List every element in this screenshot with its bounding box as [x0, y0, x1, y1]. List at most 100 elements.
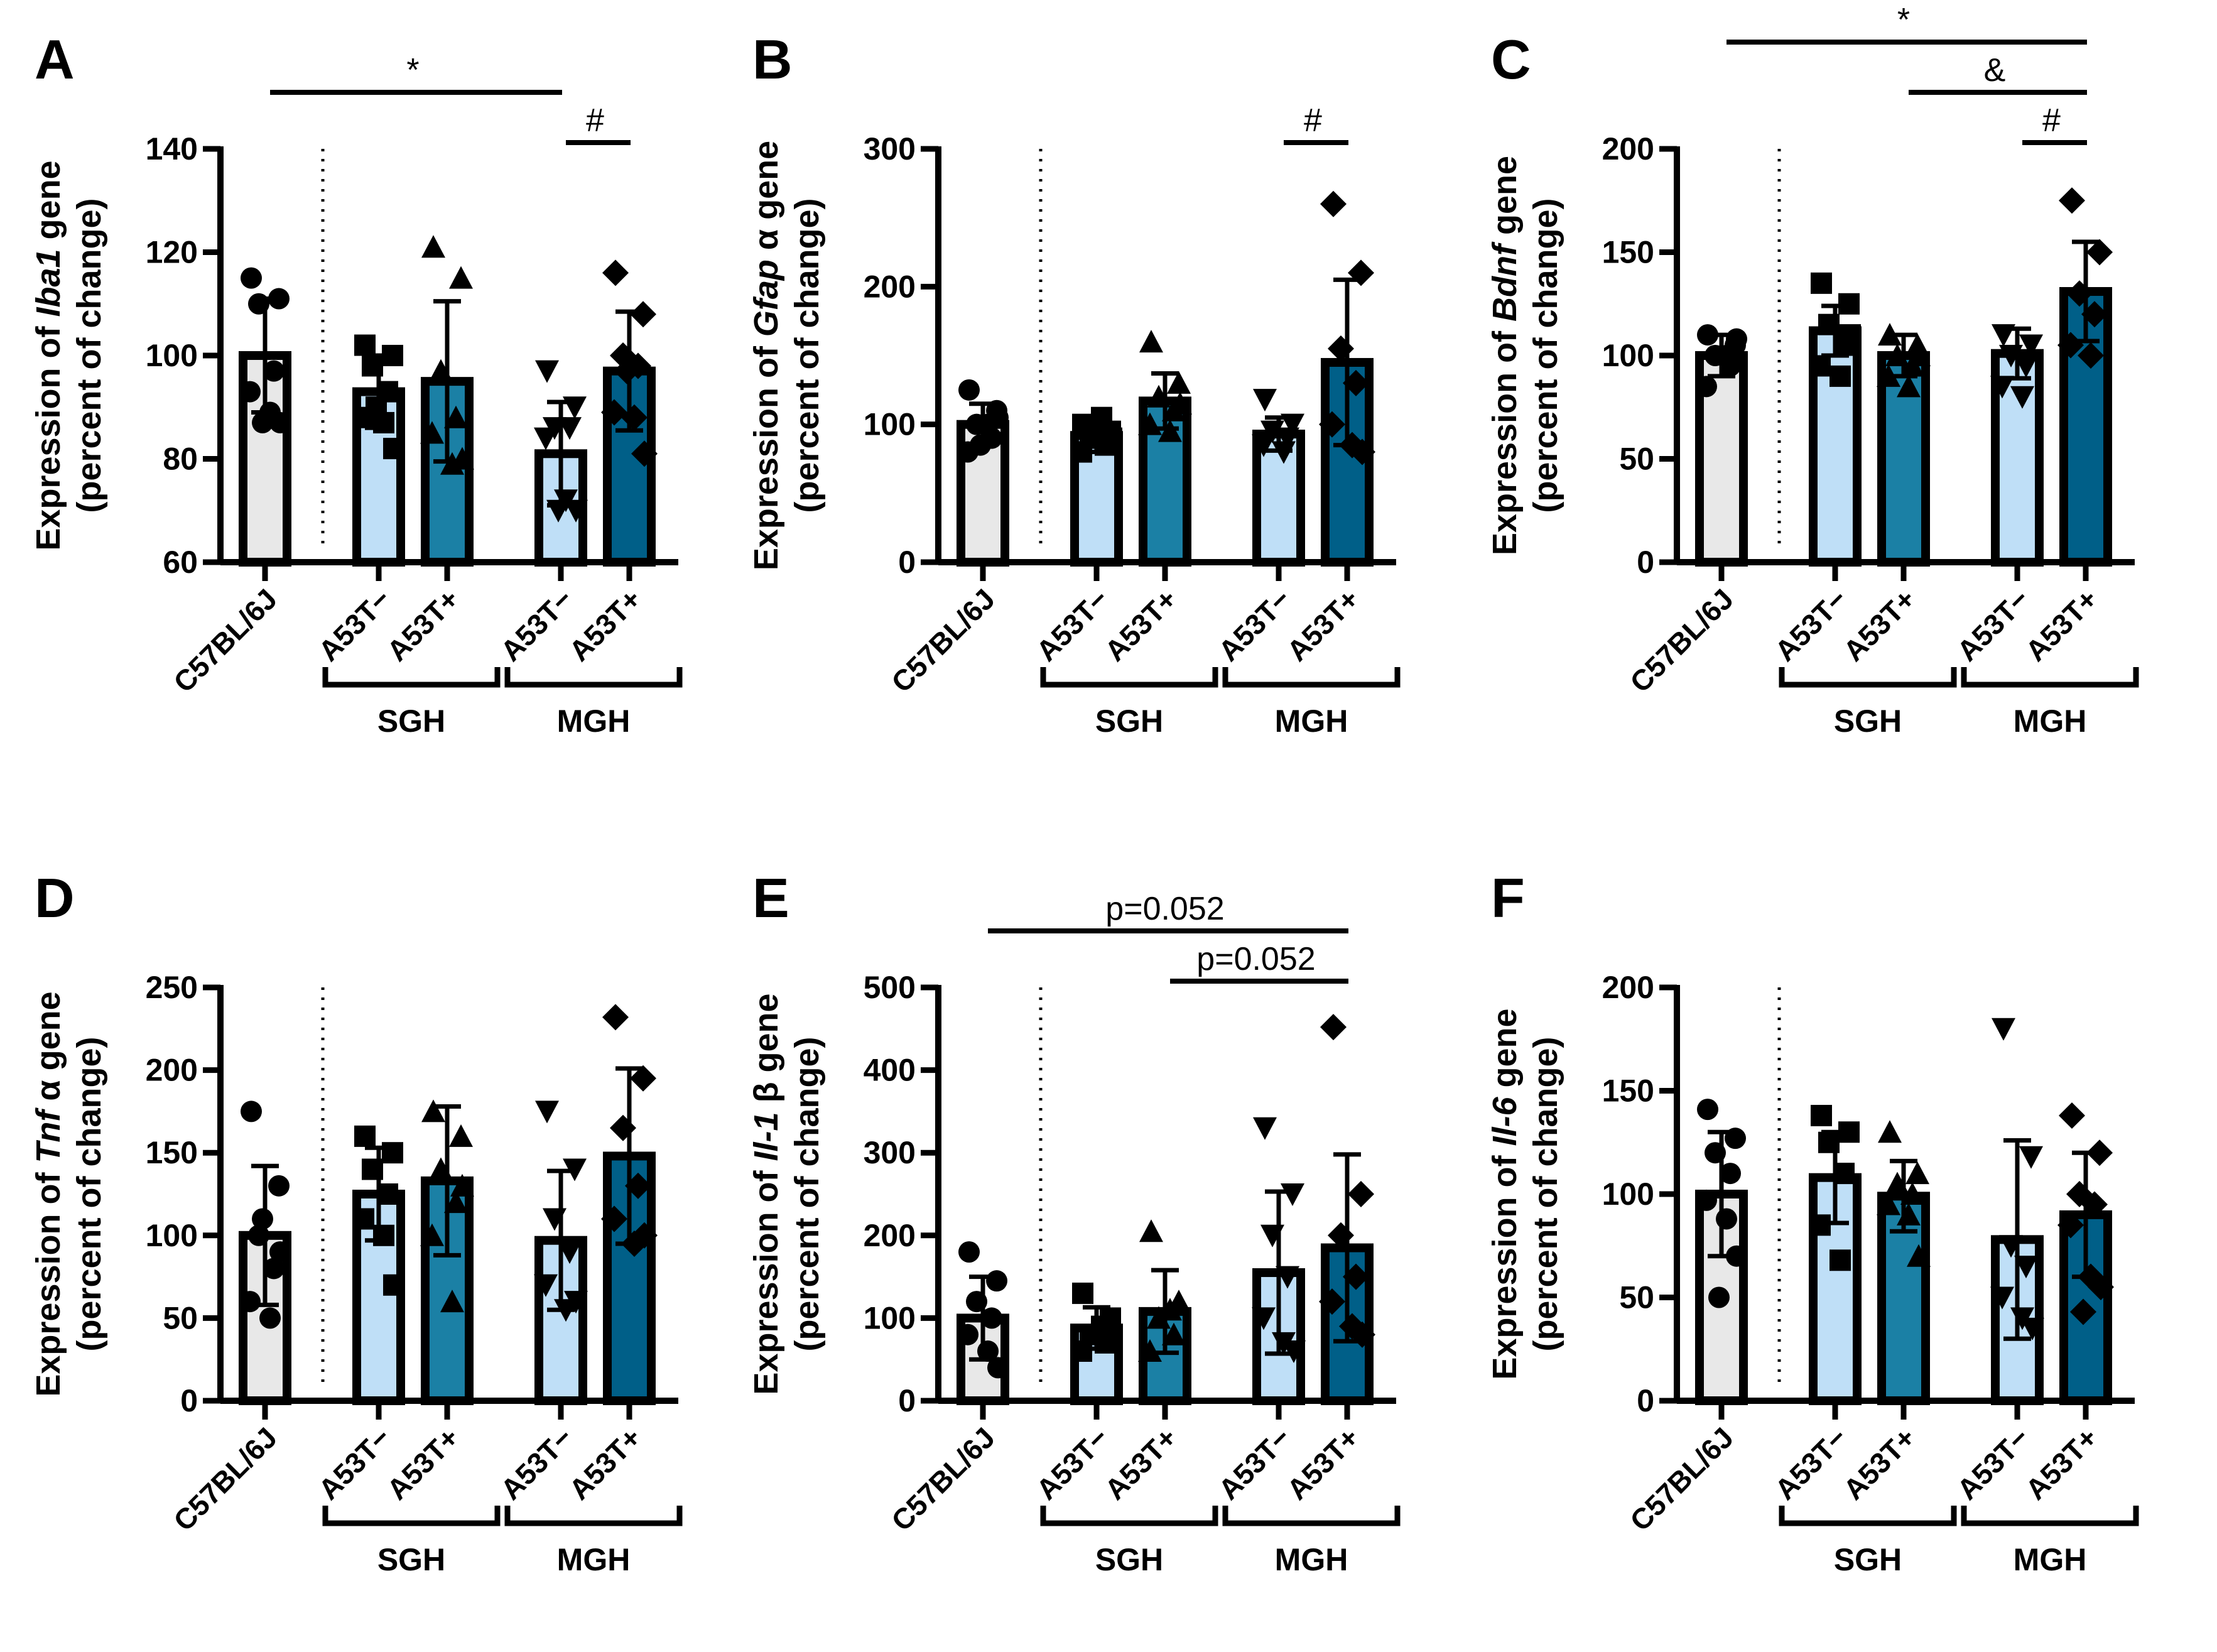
data-point-diamond — [1320, 190, 1347, 217]
y-tick-label: 150 — [146, 1135, 198, 1170]
data-point-circle — [957, 1323, 978, 1345]
panel-letter: D — [35, 867, 75, 929]
panel-letter: E — [752, 867, 789, 929]
group-bracket — [322, 1506, 501, 1526]
data-point-triangle — [1139, 330, 1163, 353]
data-point-square — [1809, 355, 1831, 377]
y-label-gene: Gfap — [747, 259, 785, 337]
group-label: SGH — [377, 1542, 445, 1577]
data-point-triangle — [1162, 1322, 1186, 1345]
data-point-triangle-down — [1990, 376, 2014, 399]
y-label-gene: Tnf — [30, 1107, 67, 1163]
data-point-diamond — [2059, 187, 2085, 214]
data-point-circle — [252, 411, 273, 433]
data-point-triangle-down — [2010, 386, 2034, 409]
significance-label: # — [1304, 102, 1322, 139]
group-bracket — [322, 667, 501, 688]
y-tick-label: 50 — [163, 1300, 198, 1335]
data-point-diamond — [2070, 1298, 2096, 1325]
data-point-triangle — [450, 1173, 474, 1197]
x-category-label: A53T− — [1769, 1421, 1853, 1506]
data-point-circle — [1696, 1189, 1717, 1211]
data-point-triangle-down — [2019, 334, 2043, 357]
data-point-triangle-down — [1990, 1286, 2014, 1310]
data-point-triangle-down — [1252, 1307, 1276, 1330]
x-category-label: A53T+ — [2019, 582, 2104, 667]
data-point-circle — [239, 1291, 261, 1313]
data-point-triangle — [1877, 1192, 1900, 1215]
data-point-triangle — [1907, 344, 1931, 366]
panel-e: E Expression of Il-1 β gene (percent of ch… — [747, 867, 1401, 1577]
group-label: SGH — [1095, 704, 1163, 739]
x-category-label: A53T− — [1212, 1421, 1297, 1506]
data-point-circle — [986, 1270, 1007, 1292]
data-point-square — [1829, 1249, 1851, 1271]
data-point-triangle-down — [558, 1241, 582, 1264]
group-label: MGH — [2014, 1542, 2087, 1577]
data-point-circle — [1726, 1245, 1747, 1267]
data-point-triangle — [1877, 364, 1900, 387]
data-point-diamond — [1348, 259, 1374, 286]
panel-b: B Expression of Gfap α gene (percent of ch… — [747, 28, 1401, 739]
data-point-diamond — [601, 1205, 627, 1232]
group-bracket — [1779, 667, 1957, 688]
data-point-triangle-down — [564, 1291, 588, 1314]
data-point-diamond — [2088, 1274, 2114, 1301]
y-tick-label: 0 — [898, 1383, 916, 1418]
y-label-prefix: Expression of — [747, 337, 785, 570]
data-point-diamond — [610, 1114, 636, 1141]
data-point-square — [1071, 1340, 1092, 1362]
data-point-triangle — [444, 405, 468, 428]
x-category-label: C57BL/6J — [885, 582, 1001, 698]
y-label-gene: Il-6 — [1486, 1097, 1524, 1146]
data-point-triangle — [421, 1099, 445, 1122]
data-point-circle — [958, 379, 980, 401]
y-tick-label: 100 — [146, 1218, 198, 1253]
data-point-circle — [981, 1307, 1002, 1329]
data-point-triangle — [449, 266, 473, 289]
data-point-triangle-down — [1276, 1266, 1299, 1289]
data-point-square — [354, 1125, 376, 1147]
data-point-triangle — [1900, 1182, 1924, 1205]
data-point-circle — [1726, 328, 1747, 350]
y-axis-label-units: (percent of change) — [788, 1036, 826, 1351]
data-point-diamond — [602, 1004, 629, 1031]
group-bracket — [1779, 1506, 1957, 1526]
y-tick-label: 200 — [1602, 131, 1654, 166]
data-point-diamond — [2078, 342, 2104, 369]
data-point-circle — [987, 406, 1009, 428]
group-bracket — [1222, 667, 1401, 688]
y-tick-label: 0 — [1637, 1383, 1654, 1418]
data-point-triangle — [421, 235, 445, 258]
data-point-diamond — [1319, 1288, 1345, 1315]
data-point-square — [382, 1142, 403, 1164]
data-point-circle — [1720, 1163, 1741, 1185]
group-label: MGH — [2014, 704, 2087, 739]
data-point-triangle — [1905, 333, 1929, 356]
panel-c: C Expression of Bdnf gene (percent of chan… — [1486, 2, 2139, 739]
x-category-label: A53T+ — [1837, 1421, 1922, 1506]
y-label-prefix: Expression of — [1486, 1146, 1524, 1379]
x-category-label: A53T− — [1769, 582, 1853, 667]
data-point-circle — [263, 1258, 285, 1280]
y-label-gene: Iba1 — [30, 249, 67, 317]
y-tick-label: 500 — [864, 970, 916, 1005]
data-point-triangle — [1138, 1339, 1162, 1362]
y-axis-label: Expression of Gfap α gene — [747, 141, 785, 570]
y-axis-label: Expression of Il-6 gene — [1486, 1008, 1524, 1379]
significance-label: # — [586, 102, 604, 139]
x-category-label: A53T− — [494, 1421, 579, 1506]
y-tick-label: 200 — [1602, 970, 1654, 1005]
x-category-label: A53T+ — [563, 1421, 648, 1506]
group-bracket — [1961, 1506, 2139, 1526]
data-point-triangle-down — [535, 360, 559, 383]
panel-f: F Expression of Il-6 gene (percent of chan… — [1486, 867, 2139, 1577]
y-tick-label: 200 — [864, 269, 916, 304]
group-label: MGH — [1275, 704, 1348, 739]
data-point-triangle-down — [1276, 427, 1299, 450]
y-tick-label: 100 — [864, 1300, 916, 1335]
x-category-label: C57BL/6J — [1623, 582, 1740, 698]
y-tick-label: 50 — [1619, 442, 1654, 477]
data-point-square — [1811, 1104, 1832, 1126]
data-point-triangle — [1905, 1161, 1929, 1185]
